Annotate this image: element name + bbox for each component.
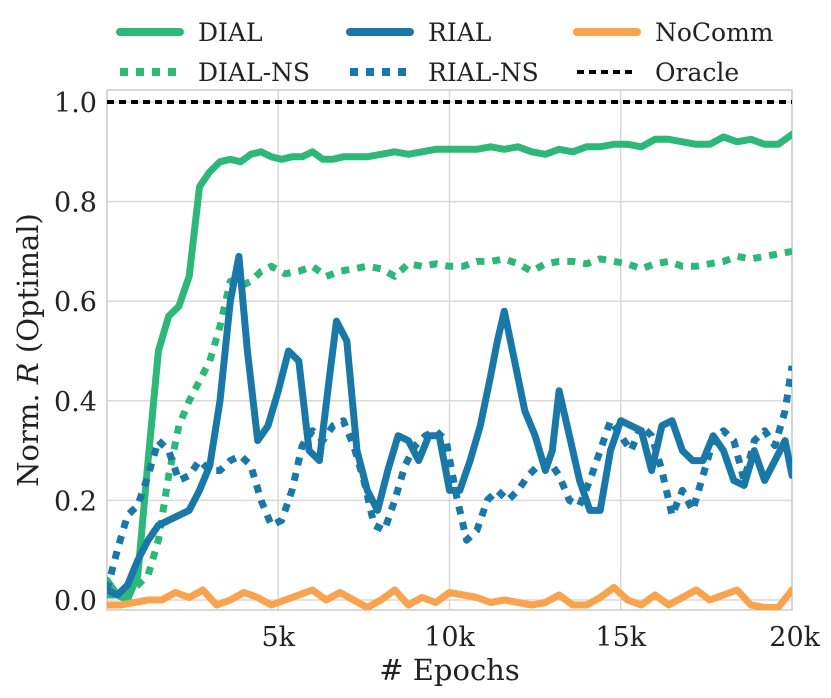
y-axis-label: Norm. R (Optimal) [11, 213, 45, 487]
x-axis-label: # Epochs [379, 653, 520, 687]
legend-label-oracle: Oracle [655, 58, 739, 87]
series-line-dial [107, 130, 792, 604]
x-axis-ticks: 5k 10k 15k 20k [261, 622, 820, 653]
y-tick-label: 1.0 [54, 88, 97, 119]
y-tick-label: 0.4 [54, 387, 97, 418]
x-tick-label: 10k [424, 622, 475, 653]
y-axis-label-suffix: (Optimal) [11, 213, 45, 362]
y-axis-label-var: R [11, 362, 45, 385]
legend-label-rial-ns: RIAL-NS [428, 58, 539, 87]
y-axis-ticks: 0.0 0.2 0.4 0.6 0.8 1.0 [54, 88, 97, 617]
x-tick-label: 15k [595, 622, 646, 653]
y-tick-label: 0.0 [54, 586, 97, 617]
x-tick-label: 5k [261, 622, 295, 653]
y-tick-label: 0.6 [54, 287, 97, 318]
legend-label-dial-ns: DIAL-NS [198, 58, 310, 87]
series-line-nocomm [107, 584, 792, 610]
legend: DIAL RIAL NoComm DIAL-NS RIAL-NS Oracle [116, 18, 774, 87]
legend-label-rial: RIAL [428, 18, 491, 47]
plot-frame [106, 89, 793, 611]
series-line-rial [107, 252, 792, 599]
series-line-rial-ns [107, 365, 792, 591]
legend-label-nocomm: NoComm [655, 18, 774, 47]
legend-label-dial: DIAL [198, 18, 263, 47]
y-tick-label: 0.2 [54, 486, 97, 517]
series-layer [107, 100, 792, 610]
y-axis-label-prefix: Norm. [11, 384, 45, 487]
x-tick-label: 20k [769, 622, 820, 653]
y-tick-label: 0.8 [54, 188, 97, 219]
